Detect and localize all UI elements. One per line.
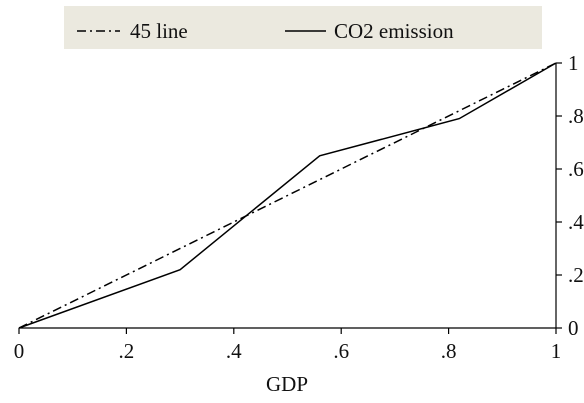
y-tick-label: .2	[568, 263, 584, 287]
legend-box	[64, 6, 542, 49]
series-layer	[18, 62, 557, 329]
x-tick-label: .6	[333, 339, 349, 363]
x-tick-label: 1	[551, 339, 562, 363]
x-tick-label: 0	[14, 339, 25, 363]
y-tick-label: 1	[568, 51, 579, 75]
series-line-co2-emission	[18, 62, 557, 329]
y-tick-label: 0	[568, 316, 579, 340]
x-tick-label: .8	[441, 339, 457, 363]
legend-label: CO2 emission	[334, 19, 454, 43]
y-tick-label: .8	[568, 104, 584, 128]
y-tick-label: .6	[568, 157, 584, 181]
x-axis-title: GDP	[266, 372, 308, 396]
axes: 0.2.4.6.8 10.2.4.6.81	[14, 51, 584, 363]
x-tick-label: .4	[226, 339, 242, 363]
x-tick-label: .2	[119, 339, 135, 363]
legend: 45 line CO2 emission	[64, 6, 542, 49]
y-tick-label: .4	[568, 210, 584, 234]
legend-label: 45 line	[130, 19, 188, 43]
series-line-45	[18, 62, 557, 329]
